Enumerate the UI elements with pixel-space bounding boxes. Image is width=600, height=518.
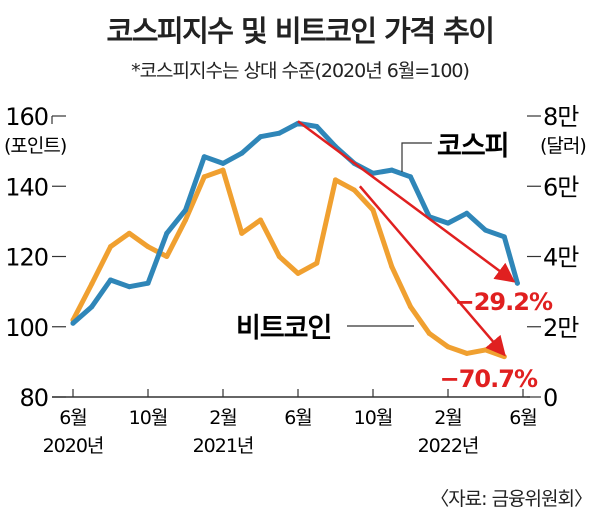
bitcoin-point <box>501 354 507 360</box>
bitcoin-point <box>445 344 451 350</box>
kospi-point <box>483 227 488 233</box>
kospi-point <box>514 280 520 286</box>
bitcoin-point <box>89 281 95 287</box>
left-tick-label: 160 <box>5 103 48 131</box>
source-note: 〈자료: 금융위원회〉 <box>430 488 593 510</box>
x-tick-label: 2월 <box>434 407 462 429</box>
chart-title: 코스피지수 및 비트코인 가격 추이 <box>106 14 495 48</box>
bitcoin-point <box>239 230 245 236</box>
kospi-point <box>389 167 395 173</box>
kospi-decline-arrow <box>297 120 516 283</box>
kospi-point <box>145 280 151 286</box>
bitcoin-point <box>333 177 338 183</box>
kospi-point <box>276 130 282 136</box>
x-tick-year: 2022년 <box>418 435 479 457</box>
bitcoin-point <box>370 207 376 213</box>
bitcoin-point <box>108 244 113 250</box>
bitcoin-change-label: −70.7% <box>440 365 538 393</box>
bitcoin-point <box>201 174 207 180</box>
kospi-point <box>89 304 95 310</box>
right-tick-label: 2만 <box>543 314 579 342</box>
right-tick-label: 6만 <box>543 173 579 201</box>
x-tick-label: 2월 <box>209 407 237 429</box>
x-tick-label: 6월 <box>284 407 312 429</box>
right-tick-label: 8만 <box>543 103 579 131</box>
kospi-point <box>464 210 470 216</box>
kospi-point <box>126 284 132 290</box>
x-tick-label: 10월 <box>129 407 168 429</box>
x-tick-year: 2021년 <box>193 435 254 457</box>
chart-subtitle: *코스피지수는 상대 수준(2020년 6월=100) <box>131 60 470 82</box>
x-tick-label: 6월 <box>509 407 537 429</box>
kospi-point <box>164 230 170 236</box>
bitcoin-point <box>389 264 395 270</box>
x-tick-year: 2020년 <box>43 435 104 457</box>
bitcoin-decline-arrow <box>358 185 506 357</box>
bitcoin-point <box>220 167 226 173</box>
x-tick-label: 10월 <box>354 407 393 429</box>
kospi-point <box>70 320 76 326</box>
legend-kospi-leader <box>401 142 432 172</box>
bitcoin-point <box>314 260 320 266</box>
left-axis-unit: (포인트) <box>4 135 66 157</box>
kospi-change-label: −29.2% <box>455 288 553 316</box>
kospi-point <box>220 160 226 166</box>
right-tick-label: 4만 <box>543 244 579 272</box>
bitcoin-point <box>145 244 151 250</box>
left-tick-label: 100 <box>5 314 48 342</box>
bitcoin-point <box>426 330 432 336</box>
kospi-point <box>501 234 507 240</box>
kospi-point <box>183 207 188 213</box>
bitcoin-point <box>258 217 263 223</box>
bitcoin-point <box>464 350 470 356</box>
left-tick-label: 140 <box>5 173 48 201</box>
kospi-point <box>314 124 320 130</box>
bitcoin-line <box>70 167 507 360</box>
bitcoin-point <box>295 270 301 276</box>
legend-kospi: 코스피 <box>437 131 509 162</box>
bitcoin-point <box>483 347 488 353</box>
bitcoin-point <box>183 217 188 223</box>
kospi-point <box>201 154 207 160</box>
right-tick-label: 0 <box>543 384 557 412</box>
kospi-point <box>239 150 245 156</box>
legend-bitcoin: 비트코인 <box>236 313 331 344</box>
x-tick-label: 6월 <box>59 407 87 429</box>
right-axis-unit: (달러) <box>540 135 586 157</box>
bitcoin-point <box>351 187 357 193</box>
bitcoin-point <box>126 230 132 236</box>
bitcoin-point <box>276 254 282 259</box>
bitcoin-point <box>164 254 170 259</box>
kospi-point <box>408 174 413 180</box>
left-tick-label: 80 <box>19 384 48 412</box>
kospi-point <box>108 277 113 283</box>
kospi-point <box>258 134 263 140</box>
kospi-point <box>445 220 451 226</box>
bitcoin-point <box>408 304 413 310</box>
left-tick-label: 120 <box>5 244 48 272</box>
